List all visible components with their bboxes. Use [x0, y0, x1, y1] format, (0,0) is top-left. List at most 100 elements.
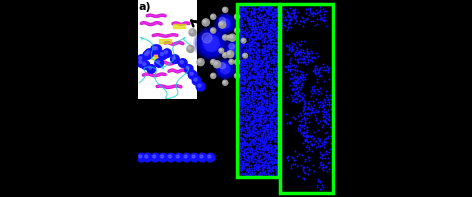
Point — [325, 150, 333, 153]
Point — [309, 164, 316, 167]
Point — [261, 161, 269, 164]
Point — [246, 129, 254, 132]
Point — [275, 68, 282, 71]
Point — [322, 164, 329, 167]
Point — [262, 56, 270, 59]
Point — [247, 158, 254, 162]
Point — [245, 72, 253, 75]
Point — [260, 134, 267, 137]
Point — [270, 143, 278, 146]
Point — [255, 117, 262, 121]
Point — [273, 161, 280, 164]
Point — [239, 12, 246, 15]
Point — [263, 9, 271, 12]
Point — [236, 87, 243, 90]
Point — [270, 105, 277, 108]
Point — [305, 52, 313, 55]
Circle shape — [170, 55, 179, 63]
Point — [243, 105, 251, 108]
Point — [246, 123, 253, 126]
Point — [257, 158, 265, 161]
Point — [238, 140, 246, 143]
Point — [253, 43, 261, 46]
Circle shape — [152, 155, 156, 158]
Point — [255, 51, 263, 54]
Point — [269, 115, 276, 119]
Point — [252, 145, 260, 148]
Point — [274, 38, 282, 41]
Point — [265, 59, 273, 63]
Point — [234, 99, 241, 103]
Point — [261, 143, 268, 146]
Point — [255, 156, 263, 159]
Point — [244, 135, 252, 138]
Point — [268, 117, 276, 120]
Point — [241, 77, 249, 80]
Point — [251, 164, 259, 167]
Point — [259, 33, 267, 36]
Point — [270, 132, 278, 135]
Point — [243, 110, 251, 113]
Point — [273, 33, 280, 36]
Point — [262, 61, 270, 64]
Point — [236, 45, 243, 48]
Point — [236, 114, 244, 118]
Point — [253, 56, 261, 59]
Point — [293, 75, 300, 79]
Point — [299, 110, 307, 113]
Point — [241, 7, 249, 10]
Point — [239, 136, 246, 139]
Point — [246, 56, 253, 59]
Circle shape — [176, 155, 179, 158]
Point — [241, 42, 248, 45]
Point — [262, 58, 270, 61]
Point — [259, 61, 267, 64]
Point — [283, 9, 290, 12]
Point — [301, 165, 308, 168]
Point — [264, 78, 271, 81]
Point — [322, 166, 329, 169]
Point — [259, 48, 267, 51]
Point — [241, 58, 249, 61]
Point — [308, 149, 316, 152]
Point — [265, 66, 272, 69]
Point — [266, 95, 273, 98]
Point — [320, 145, 328, 149]
Point — [286, 12, 293, 15]
Point — [245, 167, 253, 171]
Point — [315, 70, 323, 73]
Point — [235, 133, 243, 136]
Point — [246, 168, 253, 172]
Point — [256, 109, 264, 112]
Point — [299, 73, 306, 76]
Point — [253, 129, 261, 133]
Point — [270, 112, 278, 115]
Point — [258, 113, 266, 116]
Point — [265, 106, 273, 110]
Point — [259, 131, 267, 135]
Point — [254, 150, 261, 153]
Point — [248, 11, 255, 14]
Point — [310, 143, 318, 146]
Point — [273, 122, 281, 125]
Point — [256, 61, 264, 65]
Point — [260, 40, 268, 43]
Point — [263, 124, 270, 127]
Point — [240, 77, 248, 80]
Point — [268, 24, 275, 27]
Point — [261, 56, 269, 59]
Point — [244, 106, 251, 109]
Point — [244, 157, 252, 161]
Point — [238, 109, 246, 112]
Circle shape — [214, 13, 236, 34]
Point — [264, 168, 271, 172]
Point — [286, 15, 294, 18]
Point — [260, 25, 268, 28]
Point — [312, 72, 319, 75]
Circle shape — [203, 20, 206, 23]
Point — [253, 167, 261, 170]
Point — [270, 134, 278, 137]
Point — [239, 116, 247, 119]
Point — [241, 95, 248, 98]
Point — [269, 71, 277, 74]
